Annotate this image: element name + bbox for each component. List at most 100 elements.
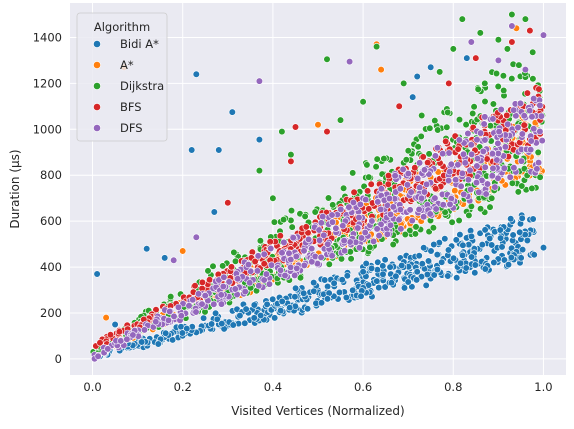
point-dfs — [501, 143, 510, 151]
point-dijkstra — [412, 223, 420, 231]
point-bidi-a — [387, 279, 396, 287]
point-dfs — [117, 337, 125, 345]
point-dfs — [267, 244, 275, 253]
point-bfs — [424, 159, 432, 167]
point-dijkstra — [372, 163, 380, 171]
point-bidi-a — [529, 215, 537, 223]
point-dijkstra — [500, 86, 508, 95]
point-bfs — [276, 232, 284, 240]
x-axis-label: Visited Vertices (Normalized) — [231, 404, 404, 418]
point-dfs — [431, 194, 439, 202]
point-dfs — [439, 201, 447, 209]
x-tick-label: 0.6 — [354, 380, 372, 394]
point-bidi-a — [518, 246, 527, 254]
point-dfs — [399, 165, 407, 173]
point-bfs — [523, 89, 532, 97]
y-tick-label: 200 — [40, 306, 62, 320]
point-bidi-a — [400, 284, 409, 292]
point-bidi-a — [433, 265, 442, 274]
point-dfs — [395, 216, 403, 224]
point-dijkstra — [411, 230, 420, 238]
point-bidi-a — [368, 264, 376, 273]
point-bidi-a — [467, 232, 476, 240]
point-bidi-a — [263, 300, 271, 309]
point-dfs — [337, 205, 345, 213]
point-bidi-a — [200, 314, 208, 322]
point-dijkstra — [167, 293, 175, 301]
point-dfs — [406, 206, 414, 214]
point-dijkstra — [536, 173, 544, 181]
point-dfs — [508, 22, 516, 30]
point-bidi-a — [509, 231, 517, 239]
point-dfs — [439, 150, 447, 158]
point-bidi-a — [250, 301, 258, 309]
point-bidi-a — [292, 284, 300, 292]
point-dijkstra — [508, 10, 516, 19]
point-dfs — [420, 166, 429, 174]
point-bidi-a — [300, 289, 308, 297]
point-dfs — [278, 249, 286, 257]
point-dfs — [339, 222, 347, 230]
point-bidi-a — [438, 258, 446, 266]
point-dfs — [466, 166, 474, 174]
point-dfs — [527, 137, 535, 145]
point-dijkstra — [476, 29, 484, 37]
point-dfs — [420, 213, 428, 221]
point-bidi-a — [481, 265, 489, 273]
point-bidi-a — [468, 253, 476, 261]
point-bidi-a — [518, 214, 526, 222]
point-dijkstra — [481, 79, 489, 87]
point-dijkstra — [349, 169, 357, 177]
point-dfs — [497, 105, 505, 114]
point-dfs — [377, 220, 385, 228]
point-dfs — [189, 296, 197, 304]
point-bfs — [106, 331, 115, 339]
point-bidi-a — [441, 235, 449, 243]
point-bidi-a — [427, 247, 435, 255]
point-bfs — [191, 282, 199, 290]
point-bidi-a — [530, 251, 538, 259]
point-dijkstra — [515, 61, 523, 69]
point-dfs — [521, 65, 530, 74]
point-bidi-a — [250, 314, 258, 322]
point-dijkstra — [474, 85, 482, 93]
legend-title: Algorithm — [94, 20, 150, 34]
legend-label: BFS — [120, 100, 142, 114]
y-axis-label: Duration (μs) — [8, 149, 22, 228]
point-bidi-a — [497, 234, 505, 242]
point-bfs — [445, 79, 453, 87]
legend-label: DFS — [120, 121, 143, 135]
point-bidi-a — [392, 272, 400, 280]
point-dfs — [285, 249, 293, 257]
point-bidi-a — [379, 270, 387, 278]
point-dfs — [458, 169, 467, 177]
point-dijkstra — [311, 208, 319, 216]
point-dfs — [277, 266, 285, 274]
point-dijkstra — [209, 262, 217, 270]
point-dfs — [194, 290, 203, 298]
point-dfs — [391, 172, 399, 180]
point-a — [179, 247, 187, 255]
point-bidi-a — [415, 252, 423, 260]
point-dijkstra — [503, 45, 512, 53]
point-dfs — [217, 300, 226, 308]
point-bidi-a — [409, 93, 417, 101]
point-dfs — [477, 129, 485, 137]
point-dfs — [516, 99, 525, 107]
point-bidi-a — [324, 282, 332, 291]
point-bidi-a — [517, 254, 525, 262]
point-dfs — [349, 198, 358, 207]
point-dfs — [432, 205, 440, 213]
point-bidi-a — [490, 258, 498, 267]
point-dfs — [185, 302, 193, 310]
point-bidi-a — [504, 261, 513, 269]
point-dfs — [231, 285, 239, 293]
point-dijkstra — [448, 218, 456, 226]
point-dfs — [483, 180, 492, 188]
point-bfs — [520, 121, 528, 129]
point-dfs — [530, 125, 538, 133]
point-bidi-a — [444, 246, 453, 254]
point-dfs — [192, 233, 200, 241]
point-bidi-a — [422, 281, 430, 290]
point-dijkstra — [340, 184, 348, 192]
